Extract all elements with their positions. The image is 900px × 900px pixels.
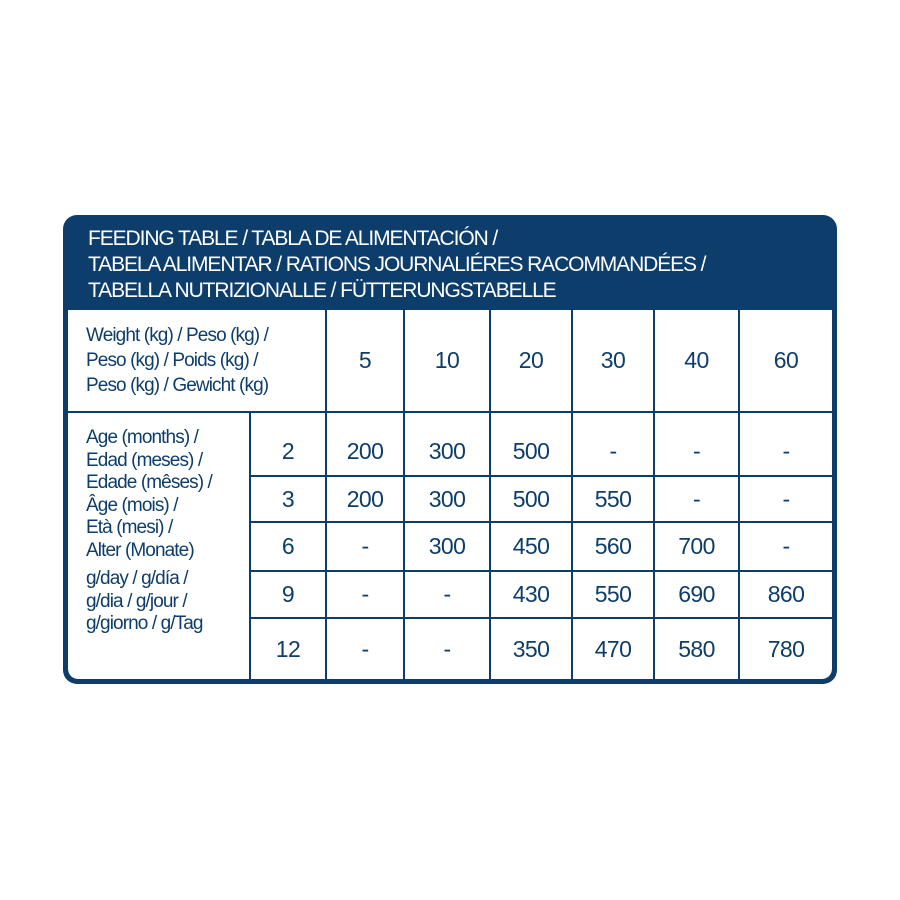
age-cell: 2 <box>251 413 325 475</box>
amount-cell: - <box>405 619 489 679</box>
weight-label-line: Weight (kg) / Peso (kg) / <box>86 325 269 346</box>
age-cell: 9 <box>251 572 325 617</box>
amount-cell: 450 <box>491 523 571 570</box>
amount-cell: - <box>740 413 832 475</box>
age-label-line: Âge (mois) / <box>86 494 179 516</box>
weight-header: 30 <box>573 310 653 411</box>
amount-cell: 350 <box>491 619 571 679</box>
amount-cell: - <box>655 477 738 521</box>
unit-label-line: g/day / g/día / <box>86 568 189 589</box>
amount-cell: 500 <box>491 413 571 475</box>
amount-cell: 700 <box>655 523 738 570</box>
age-cell: 12 <box>251 619 325 679</box>
age-label-line: Edade (mêses) / <box>86 472 213 493</box>
feeding-table-title: FEEDING TABLE / TABLA DE ALIMENTACIÓN / … <box>88 226 707 304</box>
weight-header: 40 <box>655 310 738 411</box>
amount-cell: - <box>573 413 653 475</box>
unit-label-line: g/giorno / g/Tag <box>86 613 203 634</box>
unit-label-line: g/dia / g/jour / <box>86 590 188 612</box>
amount-cell: 580 <box>655 619 738 679</box>
age-cell: 6 <box>251 523 325 570</box>
weight-header: 10 <box>405 310 489 411</box>
amount-cell: 560 <box>573 523 653 570</box>
amount-cell: 500 <box>491 477 571 521</box>
amount-cell: 860 <box>740 572 832 617</box>
title-line: TABELA ALIMENTAR / RATIONS JOURNALIÉRES … <box>88 253 707 276</box>
amount-cell: 550 <box>573 477 653 521</box>
amount-cell: 300 <box>405 523 489 570</box>
amount-cell: 430 <box>491 572 571 617</box>
amount-cell: - <box>405 572 489 617</box>
title-line: FEEDING TABLE / TABLA DE ALIMENTACIÓN / <box>88 227 498 250</box>
age-label-line: Età (mesi) / <box>86 517 173 538</box>
amount-cell: 690 <box>655 572 738 617</box>
amount-cell: 550 <box>573 572 653 617</box>
age-label-line: Age (months) / <box>86 427 199 448</box>
weight-header: 5 <box>327 310 403 411</box>
amount-cell: 470 <box>573 619 653 679</box>
amount-cell: - <box>327 523 403 570</box>
amount-cell: - <box>655 413 738 475</box>
age-label: Age (months) / Edad (meses) / Edade (mês… <box>68 413 249 679</box>
amount-cell: - <box>327 619 403 679</box>
amount-cell: 200 <box>327 477 403 521</box>
weight-label-line: Peso (kg) / Gewicht (kg) <box>86 375 269 396</box>
feeding-table: Weight (kg) / Peso (kg) / Peso (kg) / Po… <box>68 310 832 679</box>
amount-cell: 200 <box>327 413 403 475</box>
weight-label: Weight (kg) / Peso (kg) / Peso (kg) / Po… <box>68 310 325 411</box>
weight-label-line: Peso (kg) / Poids (kg) / <box>86 350 259 371</box>
age-label-line: Alter (Monate) <box>86 539 195 561</box>
amount-cell: 780 <box>740 619 832 679</box>
weight-header: 60 <box>740 310 832 411</box>
weight-header: 20 <box>491 310 571 411</box>
amount-cell: 300 <box>405 477 489 521</box>
title-line: TABELLA NUTRIZIONALLE / FÜTTERUNGSTABELL… <box>88 279 557 302</box>
amount-cell: - <box>740 477 832 521</box>
amount-cell: - <box>740 523 832 570</box>
age-label-line: Edad (meses) / <box>86 449 203 471</box>
amount-cell: - <box>327 572 403 617</box>
age-cell: 3 <box>251 477 325 521</box>
amount-cell: 300 <box>405 413 489 475</box>
